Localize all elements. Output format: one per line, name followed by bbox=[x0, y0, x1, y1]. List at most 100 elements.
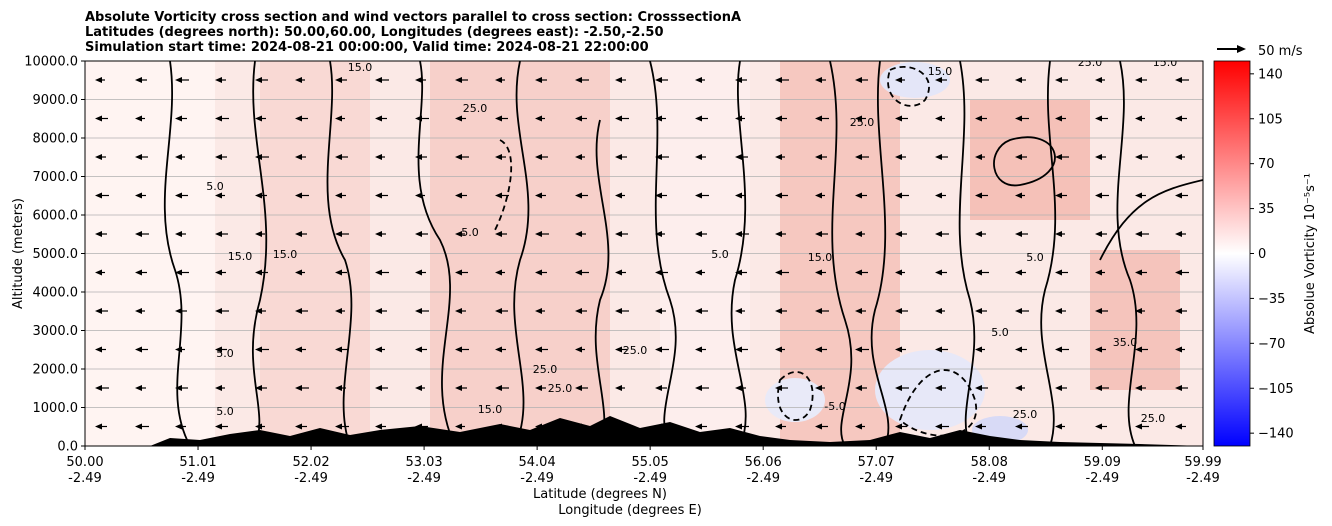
wind-vector bbox=[495, 269, 505, 276]
wind-vector bbox=[535, 231, 549, 237]
wind-vector bbox=[1135, 231, 1149, 237]
wind-vector bbox=[1135, 115, 1145, 122]
wind-vector bbox=[575, 154, 585, 160]
contour-label: 25.0 bbox=[1013, 408, 1038, 421]
wind-vector bbox=[975, 115, 987, 122]
wind-vector bbox=[735, 269, 747, 276]
wind-vector bbox=[855, 154, 869, 160]
grid-lines bbox=[85, 61, 1203, 446]
wind-vector bbox=[455, 308, 466, 314]
wind-vector bbox=[1095, 77, 1105, 83]
wind-vector bbox=[575, 385, 588, 391]
wind-vector bbox=[215, 115, 229, 122]
wind-vector bbox=[935, 154, 948, 160]
wind-vector bbox=[215, 192, 225, 199]
wind-vector bbox=[735, 154, 748, 160]
wind-vector bbox=[295, 308, 308, 314]
y-tick-label: 1000.0 bbox=[33, 401, 79, 416]
wind-vector bbox=[135, 269, 147, 276]
x-tick-label-longitude: -2.49 bbox=[407, 471, 441, 486]
y-axis: 0.0 1000.0 2000.0 3000.0 4000.0 5000.0 6000.0 7… bbox=[24, 55, 85, 455]
wind-vector bbox=[1095, 231, 1107, 237]
wind-vector bbox=[215, 385, 225, 391]
wind-vector bbox=[655, 192, 667, 199]
wind-vector bbox=[535, 192, 546, 199]
wind-vector bbox=[775, 77, 789, 83]
wind-vector bbox=[415, 346, 427, 353]
wind-vector bbox=[1135, 346, 1148, 353]
x-tick-label-latitude: 59.99 bbox=[1184, 455, 1221, 470]
wind-vector bbox=[775, 308, 787, 314]
wind-vector bbox=[335, 231, 349, 237]
contour-label: 5.0 bbox=[1026, 251, 1044, 264]
wind-vector bbox=[815, 308, 829, 314]
wind-vector bbox=[95, 192, 109, 199]
contour-line bbox=[163, 61, 191, 446]
wind-vector bbox=[415, 308, 429, 314]
wind-vector bbox=[255, 192, 267, 199]
x-tick-label-latitude: 50.00 bbox=[66, 455, 103, 470]
wind-vector bbox=[1175, 308, 1187, 314]
wind-vector bbox=[1175, 423, 1186, 430]
wind-vector bbox=[975, 269, 989, 276]
contour-label: -5.0 bbox=[824, 400, 845, 413]
wind-vector bbox=[495, 231, 507, 237]
wind-vector bbox=[655, 77, 668, 83]
wind-vector bbox=[255, 77, 268, 83]
wind-vector bbox=[1135, 192, 1146, 199]
contour-label: 35.0 bbox=[1113, 336, 1138, 349]
contour-label: 5.0 bbox=[206, 180, 224, 193]
wind-vector bbox=[1175, 115, 1187, 122]
wind-vector bbox=[495, 154, 506, 160]
wind-vector bbox=[895, 192, 909, 199]
wind-vector bbox=[375, 346, 385, 353]
wind-vector bbox=[1015, 308, 1029, 314]
quiver-key: 50 m/s bbox=[1217, 44, 1303, 59]
wind-vector bbox=[575, 115, 587, 122]
contour-label: 25.0 bbox=[463, 102, 488, 115]
wind-vector bbox=[1055, 385, 1067, 391]
wind-vector bbox=[695, 77, 705, 83]
wind-vector bbox=[455, 231, 465, 237]
wind-vector bbox=[375, 308, 387, 314]
contour-labels: 5.0 5.0 5.0 15.0 15.0 5.0 25.0 25.0 25.0 5.0 15.0 2… bbox=[206, 61, 1177, 425]
wind-vector bbox=[775, 154, 785, 160]
wind-vector bbox=[975, 192, 988, 199]
x-tick-label-latitude: 58.08 bbox=[971, 455, 1008, 470]
wind-vector bbox=[815, 154, 827, 160]
wind-vector bbox=[1095, 423, 1107, 430]
wind-vector bbox=[255, 423, 265, 430]
wind-vector bbox=[1015, 346, 1027, 353]
wind-vector bbox=[1135, 154, 1148, 160]
negative-vorticity-patch bbox=[875, 350, 985, 430]
wind-vector bbox=[255, 154, 269, 160]
wind-vector bbox=[375, 269, 389, 276]
wind-vector bbox=[375, 423, 386, 430]
contour-label: 25.0 bbox=[548, 382, 573, 395]
wind-vector bbox=[1055, 308, 1066, 314]
wind-vector bbox=[95, 154, 106, 160]
contour-label: 15.0 bbox=[478, 403, 503, 416]
wind-vector bbox=[415, 115, 429, 122]
wind-vector bbox=[935, 192, 946, 199]
contour-line bbox=[417, 61, 456, 446]
wind-vector bbox=[1135, 385, 1146, 391]
wind-vector bbox=[935, 308, 945, 314]
colorbar bbox=[1213, 60, 1251, 447]
wind-vector bbox=[175, 192, 188, 199]
y-tick-label: 8000.0 bbox=[33, 132, 79, 147]
wind-vector bbox=[935, 423, 949, 430]
wind-vector bbox=[415, 385, 425, 391]
wind-vector bbox=[1055, 231, 1065, 237]
wind-vector bbox=[1175, 77, 1189, 83]
wind-vector bbox=[855, 231, 865, 237]
wind-vector bbox=[215, 423, 228, 430]
wind-vector bbox=[175, 385, 188, 391]
wind-vector bbox=[575, 231, 586, 237]
wind-vector bbox=[335, 154, 348, 160]
wind-vector bbox=[815, 269, 826, 276]
vorticity-band bbox=[970, 100, 1090, 220]
x-tick-label-longitude: -2.49 bbox=[294, 471, 328, 486]
wind-vector bbox=[535, 385, 546, 391]
wind-vector bbox=[655, 269, 668, 276]
